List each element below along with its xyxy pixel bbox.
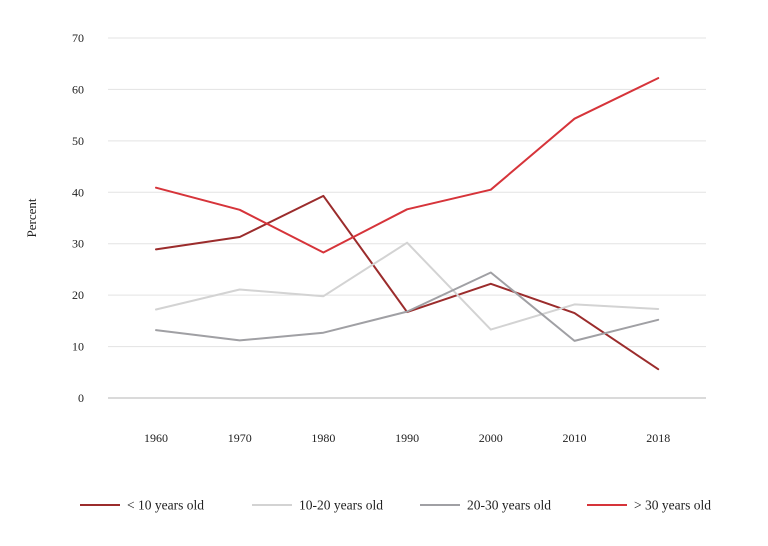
x-tick-label: 1980	[311, 431, 335, 445]
y-tick-label: 70	[72, 31, 84, 45]
y-tick-label: 20	[72, 288, 84, 302]
y-tick-label: 60	[72, 82, 84, 96]
y-tick-label: 10	[72, 340, 84, 354]
series-line-3	[155, 271, 660, 342]
x-axis-ticks: 1960 1970 1980 1990 2000 2010 2018	[144, 431, 670, 445]
legend-label: 20-30 years old	[467, 498, 551, 513]
x-tick-label: 1990	[395, 431, 419, 445]
legend-item: < 10 years old	[80, 498, 204, 513]
series-line-2	[155, 241, 660, 331]
series-lines	[155, 77, 660, 371]
y-axis-ticks: 0 10 20 30 40 50 60 70	[72, 31, 84, 405]
x-tick-label: 2010	[563, 431, 587, 445]
legend-label: > 30 years old	[634, 498, 711, 513]
legend: < 10 years old 10-20 years old 20-30 years…	[80, 498, 711, 513]
legend-item: 10-20 years old	[252, 498, 383, 513]
legend-item: 20-30 years old	[420, 498, 551, 513]
legend-item: > 30 years old	[587, 498, 711, 513]
y-tick-label: 40	[72, 185, 84, 199]
grid-lines	[108, 37, 706, 399]
x-tick-label: 2018	[646, 431, 670, 445]
x-tick-label: 2000	[479, 431, 503, 445]
legend-label: < 10 years old	[127, 498, 204, 513]
legend-label: 10-20 years old	[299, 498, 383, 513]
y-tick-label: 30	[72, 237, 84, 251]
x-tick-label: 1970	[228, 431, 252, 445]
x-tick-label: 1960	[144, 431, 168, 445]
y-axis-label: Percent	[24, 198, 39, 237]
series-line-4	[155, 77, 660, 254]
series-line-1	[155, 194, 660, 371]
y-tick-label: 0	[78, 391, 84, 405]
y-tick-label: 50	[72, 134, 84, 148]
